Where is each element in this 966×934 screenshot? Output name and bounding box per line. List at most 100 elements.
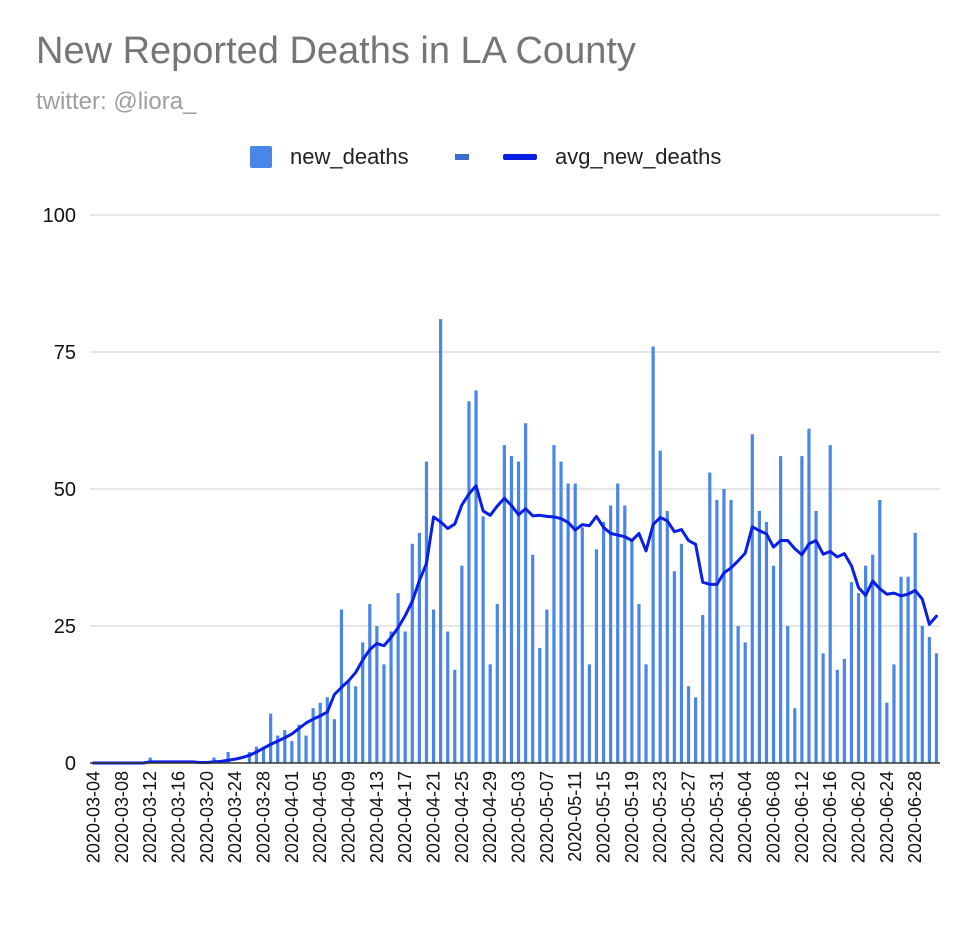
bar-new-deaths (927, 636, 931, 763)
bar-new-deaths (318, 702, 322, 763)
x-axis-labels: 2020-03-04 2020-03-08 2020-03-12 2020-03-16… (84, 771, 926, 863)
bar-new-deaths (148, 757, 152, 763)
bar-new-deaths (651, 346, 655, 763)
x-tick-label: 2020-03-20 (197, 771, 217, 863)
bar-new-deaths (269, 713, 273, 763)
x-tick-label: 2020-04-13 (367, 771, 387, 863)
bar-new-deaths (665, 510, 669, 763)
x-tick-label: 2020-05-23 (650, 771, 670, 863)
x-tick-label: 2020-03-12 (140, 771, 160, 863)
legend-swatch-avg-line (503, 154, 537, 160)
bar-new-deaths (637, 604, 641, 763)
x-tick-label: 2020-06-20 (849, 771, 869, 863)
bar-new-deaths (856, 593, 861, 763)
bar-new-deaths (545, 609, 549, 763)
bar-new-deaths (715, 499, 719, 763)
bar-new-deaths (254, 746, 259, 763)
x-tick-label: 2020-04-29 (480, 771, 500, 863)
bar-new-deaths (736, 626, 740, 763)
bar-new-deaths (644, 664, 648, 763)
bar-new-deaths (580, 527, 584, 763)
bar-new-deaths (311, 708, 315, 763)
bar-new-deaths (276, 735, 280, 763)
x-tick-label: 2020-06-08 (764, 771, 784, 863)
y-axis-labels: 0 25 50 75 100 (43, 205, 76, 775)
bar-new-deaths (587, 664, 591, 763)
bar-new-deaths (290, 741, 294, 763)
bar-new-deaths (410, 543, 414, 763)
bar-new-deaths (658, 450, 662, 763)
bar-new-deaths (424, 461, 429, 763)
bar-new-deaths (552, 445, 556, 763)
bar-new-deaths (524, 423, 528, 763)
bar-new-deaths (601, 521, 606, 763)
bar-new-deaths (495, 604, 499, 763)
x-tick-label: 2020-05-03 (509, 771, 529, 863)
x-tick-label: 2020-04-01 (282, 771, 302, 863)
bar-new-deaths (757, 510, 761, 763)
bar-new-deaths (686, 686, 691, 763)
bar-new-deaths (460, 565, 464, 763)
bar-new-deaths (771, 565, 776, 763)
bar-new-deaths (786, 626, 790, 763)
bar-new-deaths (609, 505, 613, 763)
bar-new-deaths (566, 483, 570, 763)
bar-new-deaths (878, 499, 882, 763)
bar-new-deaths (729, 499, 733, 763)
bar-new-deaths (800, 456, 804, 763)
bar-new-deaths (509, 456, 514, 763)
bar-new-deaths (368, 604, 372, 763)
bar-new-deaths (417, 532, 421, 763)
y-tick-label: 50 (54, 479, 76, 501)
bar-new-deaths (630, 538, 634, 763)
bar-new-deaths (261, 746, 266, 763)
bar-new-deaths (849, 582, 854, 763)
bar-new-deaths (375, 626, 379, 763)
y-tick-label: 25 (54, 616, 76, 638)
bar-new-deaths (750, 434, 754, 763)
chart-title: New Reported Deaths in LA County (36, 30, 636, 72)
bar-new-deaths (474, 390, 478, 763)
x-tick-label: 2020-04-17 (395, 771, 415, 863)
bars-new-deaths (148, 319, 939, 763)
x-tick-label: 2020-05-19 (622, 771, 642, 863)
bar-new-deaths (708, 472, 712, 763)
bar-new-deaths (864, 565, 868, 763)
bar-new-deaths (453, 669, 457, 763)
bar-new-deaths (439, 319, 443, 763)
bar-new-deaths (226, 752, 230, 763)
bar-new-deaths (913, 532, 917, 763)
bar-new-deaths (934, 653, 939, 763)
x-tick-label: 2020-05-11 (565, 771, 585, 862)
legend-swatch-avg-bar (455, 154, 469, 160)
bar-new-deaths (481, 516, 485, 763)
bar-new-deaths (297, 724, 301, 763)
bar-new-deaths (573, 483, 577, 763)
bar-new-deaths (835, 669, 839, 763)
x-tick-label: 2020-04-05 (310, 771, 330, 863)
legend: new_deaths avg_new_deaths (0, 144, 966, 174)
legend-item-new-deaths: new_deaths (250, 144, 409, 170)
bar-new-deaths (892, 664, 896, 763)
bar-new-deaths (538, 647, 542, 763)
bar-new-deaths (403, 631, 407, 763)
bar-new-deaths (821, 653, 825, 763)
bar-new-deaths (885, 702, 889, 763)
y-tick-label: 0 (65, 753, 76, 775)
bar-new-deaths (559, 461, 563, 763)
bar-new-deaths (361, 642, 365, 763)
bar-new-deaths (446, 631, 450, 763)
bar-new-deaths (694, 697, 698, 763)
bar-new-deaths (325, 697, 329, 763)
x-tick-label: 2020-06-16 (820, 771, 840, 863)
bar-new-deaths (899, 576, 903, 763)
bar-new-deaths (389, 631, 393, 763)
bar-new-deaths (247, 752, 251, 763)
bar-new-deaths (516, 461, 521, 763)
bar-new-deaths (332, 719, 336, 763)
x-tick-label: 2020-04-25 (452, 771, 472, 863)
bar-new-deaths (467, 401, 471, 763)
bar-new-deaths (396, 593, 400, 763)
x-tick-label: 2020-03-04 (84, 771, 104, 863)
x-tick-label: 2020-05-07 (537, 771, 557, 863)
